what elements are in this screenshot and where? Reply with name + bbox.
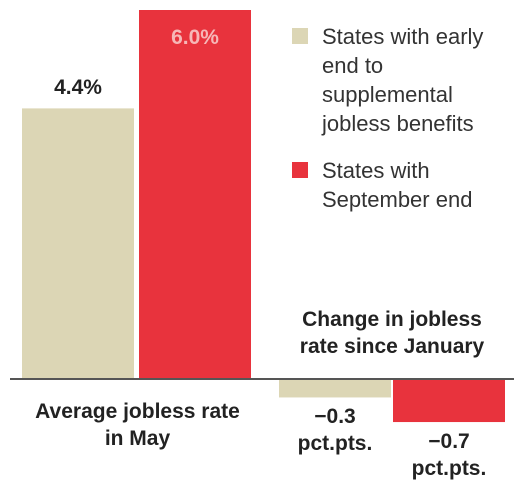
legend-swatch <box>292 28 308 44</box>
value-label: 6.0% <box>171 26 219 49</box>
value-label: −0.3 pct.pts. <box>297 405 373 456</box>
category-label: Change in jobless rate since January <box>299 308 485 358</box>
bar <box>393 379 505 423</box>
legend-item: States with early end to supplemental jo… <box>292 22 507 138</box>
legend-swatch <box>292 162 308 178</box>
legend-item: States with September end <box>292 156 507 214</box>
value-label: 4.4% <box>54 76 102 100</box>
value-label: −0.7 pct.pts. <box>411 430 487 481</box>
bar <box>279 379 391 398</box>
category-label: Average jobless rate in May <box>35 400 240 450</box>
legend-text: States with September end <box>322 158 473 212</box>
bar <box>139 10 251 379</box>
legend-text: States with early end to supplemental jo… <box>322 24 484 136</box>
bar <box>22 108 134 380</box>
